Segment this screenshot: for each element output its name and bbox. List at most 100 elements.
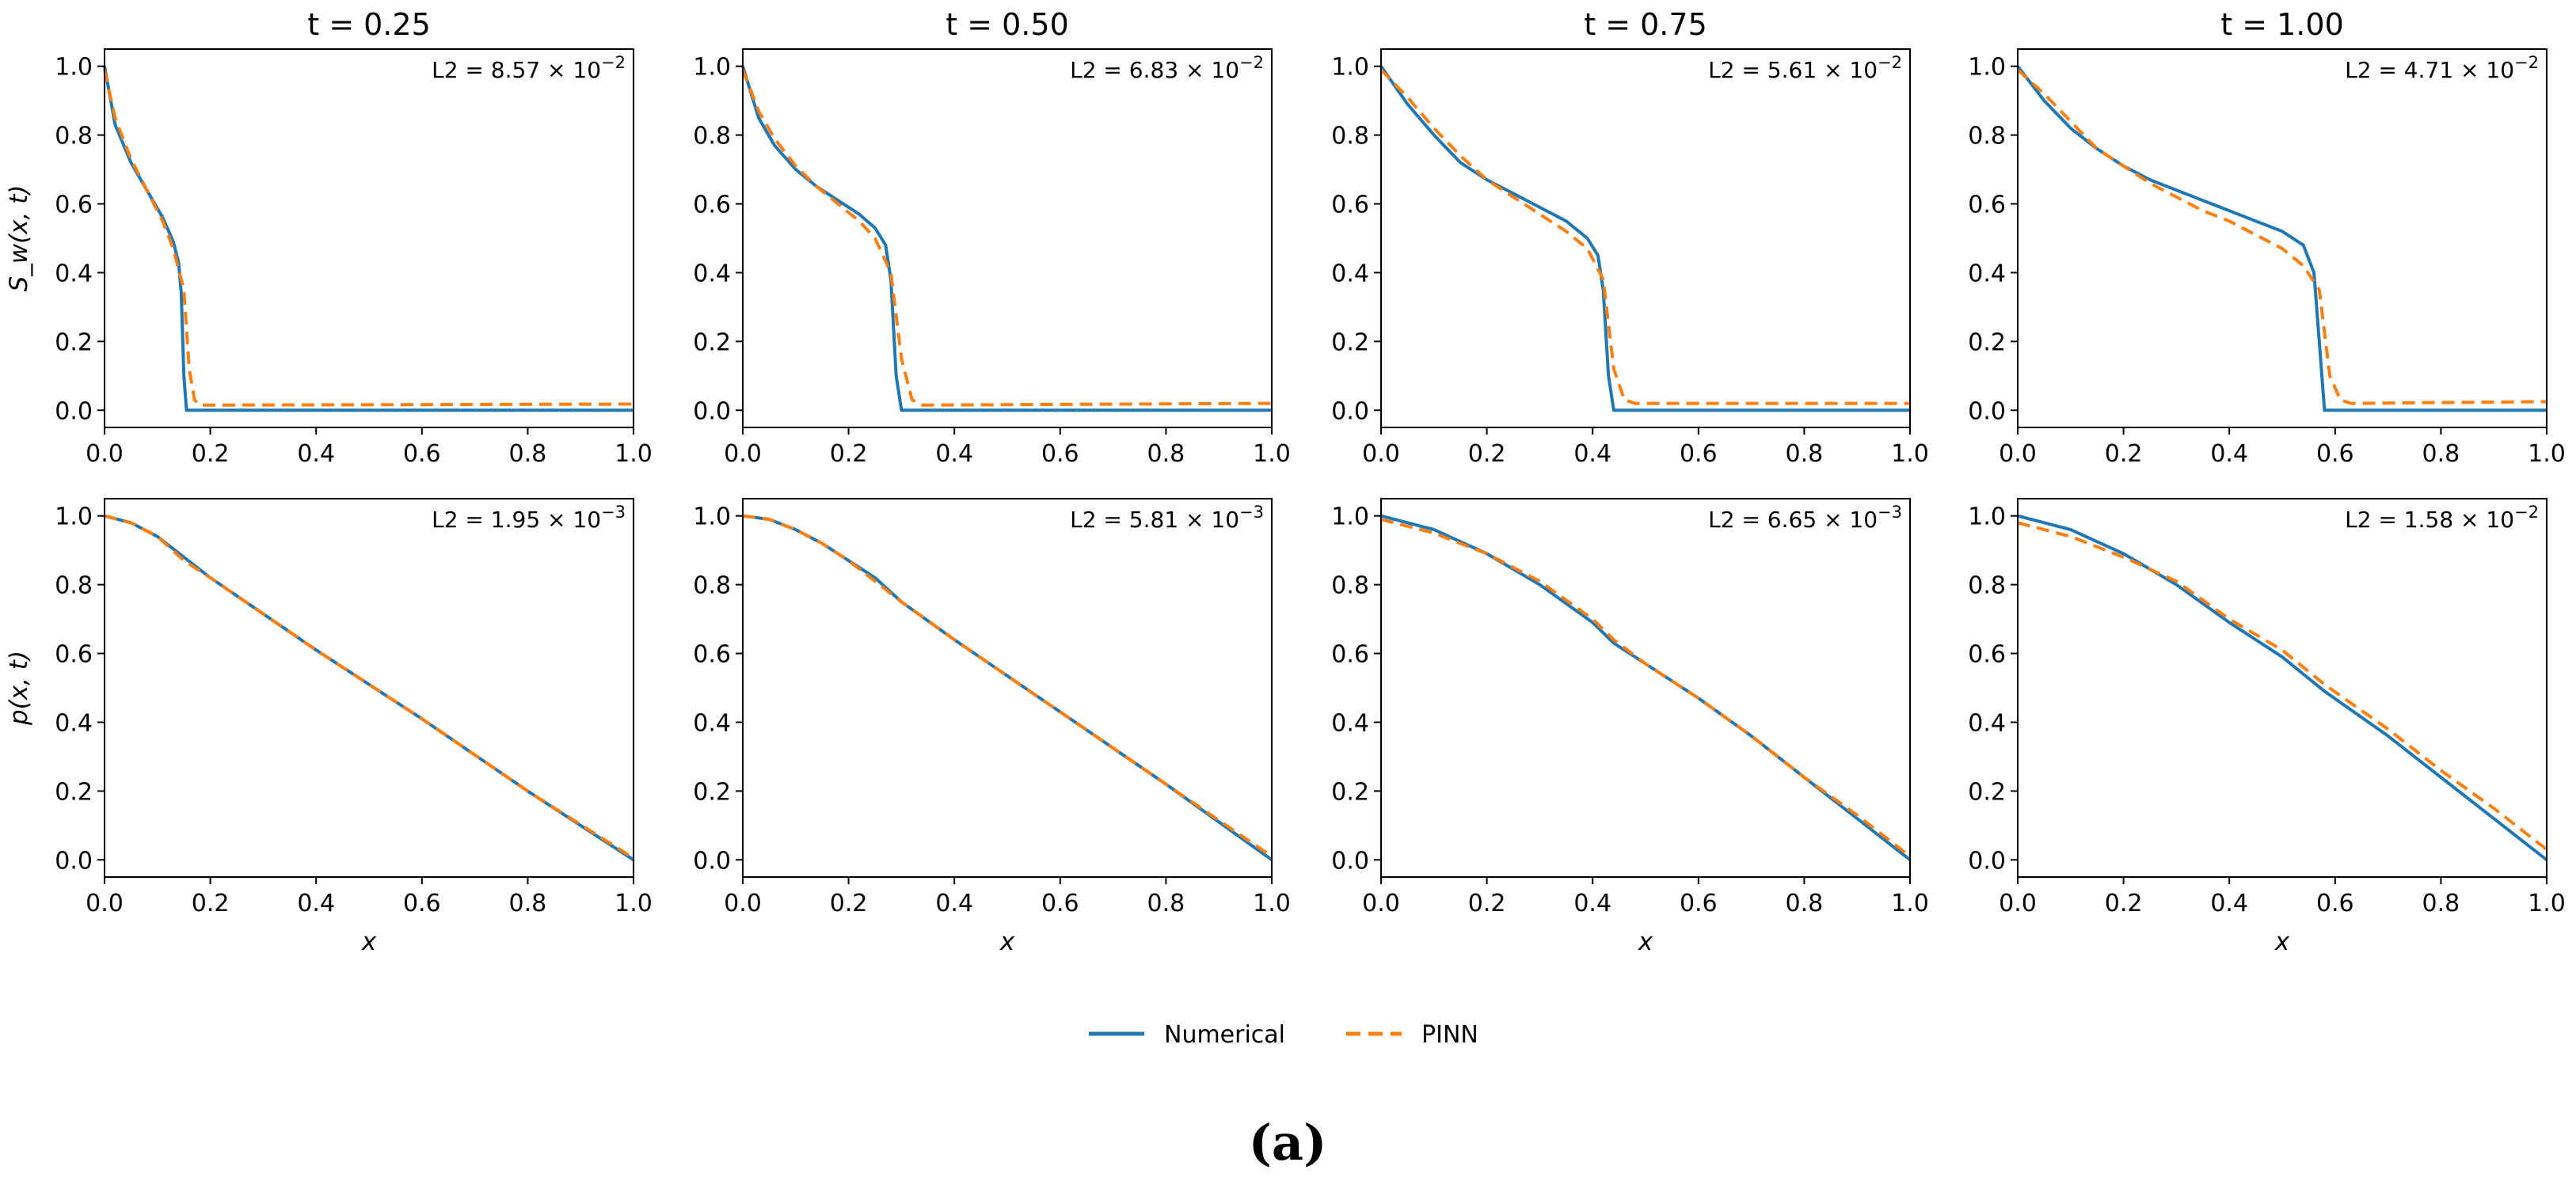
series-line-numerical (2016, 65, 2547, 412)
y-tick-label: 1.0 (1331, 54, 1369, 82)
y-tick-label: 0.4 (1968, 709, 2006, 737)
series-line-numerical (742, 514, 1273, 861)
y-tick-label: 0.8 (55, 123, 93, 150)
panel-title: t = 0.25 (307, 7, 431, 42)
l2-error-label: L2 = 6.65 × 10−3 (1708, 503, 1902, 533)
x-tick-label: 0.0 (1362, 890, 1400, 917)
y-tick-label: 0.0 (693, 397, 731, 425)
x-tick-label: 1.0 (1253, 440, 1291, 468)
x-tick-label: 0.4 (1573, 440, 1611, 468)
y-tick-label: 1.0 (1968, 503, 2006, 531)
x-tick-label: 0.2 (830, 890, 868, 917)
y-tick-label: 1.0 (693, 503, 731, 531)
y-tick-label: 0.0 (1968, 397, 2006, 425)
axes-frame (2017, 498, 2547, 878)
y-tick-label: 1.0 (693, 54, 731, 82)
x-tick-label: 1.0 (1253, 890, 1291, 917)
series-line-pinn (2016, 68, 2547, 405)
x-tick-label: 0.2 (1468, 890, 1506, 917)
x-tick-label: 0.0 (86, 890, 124, 917)
panel-5: 0.0 0.2 0.4 0.6 0.8 1.0 0.0 0.2 0.4 0.6 0.8 1.0 p(x,… (5, 498, 653, 956)
x-tick-label: 0.6 (403, 890, 441, 917)
series-line-numerical (1380, 514, 1912, 861)
x-tick-label: 0.4 (1573, 890, 1611, 917)
x-tick-label: 0.0 (1362, 440, 1400, 468)
x-tick-label: 1.0 (2528, 440, 2566, 468)
axes-frame (742, 48, 1273, 428)
y-tick-label: 0.0 (1968, 847, 2006, 875)
legend-label-numerical: Numerical (1164, 1021, 1285, 1049)
chart-grid: 0.0 0.2 0.4 0.6 0.8 1.0 0.0 0.2 0.4 0.6 0.8 1.0 t = … (5, 7, 2566, 956)
panel-6: 0.0 0.2 0.4 0.6 0.8 1.0 0.0 0.2 0.4 0.6 0.8 1.0 x L2 … (693, 498, 1291, 956)
x-tick-label: 0.2 (192, 440, 230, 468)
y-tick-label: 0.6 (1968, 192, 2006, 219)
x-tick-label: 0.6 (2316, 890, 2354, 917)
y-tick-label: 0.0 (1331, 847, 1369, 875)
l2-error-label: L2 = 1.95 × 10−3 (432, 503, 626, 533)
y-tick-label: 0.8 (693, 123, 731, 150)
y-tick-label: 1.0 (55, 503, 93, 531)
x-tick-label: 0.0 (1999, 890, 2037, 917)
y-tick-label: 0.4 (55, 260, 93, 287)
y-tick-label: 0.8 (55, 572, 93, 600)
panel-title: t = 0.75 (1584, 7, 1707, 42)
y-tick-label: 0.2 (693, 328, 731, 356)
x-tick-label: 0.6 (403, 440, 441, 468)
y-tick-label: 0.8 (693, 572, 731, 600)
y-tick-label: 0.4 (1968, 260, 2006, 287)
y-tick-label: 0.4 (55, 709, 93, 737)
panel-title: t = 1.00 (2220, 7, 2344, 42)
x-tick-label: 1.0 (1891, 890, 1929, 917)
x-tick-label: 0.2 (2105, 440, 2143, 468)
x-axis-label: x (361, 928, 377, 956)
x-tick-label: 0.8 (509, 440, 547, 468)
legend: Numerical PINN (1089, 1021, 1478, 1049)
figure-caption: (a) (1249, 1114, 1327, 1172)
y-tick-label: 0.0 (55, 397, 93, 425)
y-tick-label: 0.2 (1331, 778, 1369, 806)
x-tick-label: 0.8 (2422, 890, 2460, 917)
axes-frame (104, 498, 634, 878)
x-tick-label: 0.6 (1041, 440, 1079, 468)
x-tick-label: 1.0 (2528, 890, 2566, 917)
x-tick-label: 0.0 (724, 890, 762, 917)
panel-2: 0.0 0.2 0.4 0.6 0.8 1.0 0.0 0.2 0.4 0.6 0.8 1.0 t = … (693, 7, 1291, 468)
x-tick-label: 0.8 (1147, 890, 1185, 917)
y-tick-label: 0.0 (693, 847, 731, 875)
y-tick-label: 0.4 (693, 709, 731, 737)
x-tick-label: 0.4 (935, 890, 973, 917)
y-tick-label: 0.6 (1331, 641, 1369, 669)
x-tick-label: 0.0 (724, 440, 762, 468)
y-tick-label: 0.6 (55, 641, 93, 669)
x-tick-label: 0.2 (1468, 440, 1506, 468)
x-tick-label: 0.4 (297, 440, 335, 468)
x-tick-label: 1.0 (1891, 440, 1929, 468)
l2-error-label: L2 = 5.81 × 10−3 (1070, 503, 1264, 533)
panel-8: 0.0 0.2 0.4 0.6 0.8 1.0 0.0 0.2 0.4 0.6 0.8 1.0 x L2 … (1968, 498, 2566, 956)
x-tick-label: 0.8 (509, 890, 547, 917)
l2-error-label: L2 = 4.71 × 10−2 (2345, 53, 2539, 83)
x-tick-label: 0.4 (935, 440, 973, 468)
panel-title: t = 0.50 (946, 7, 1069, 42)
x-axis-label: x (1638, 928, 1653, 956)
series-line-numerical (2017, 514, 2548, 861)
x-axis-label: x (2274, 928, 2290, 956)
y-tick-label: 0.8 (1968, 123, 2006, 150)
series-line-pinn (1380, 518, 1912, 858)
x-tick-label: 0.0 (1999, 440, 2037, 468)
x-tick-label: 0.8 (1786, 440, 1824, 468)
y-tick-label: 0.2 (1968, 778, 2006, 806)
series-line-pinn (104, 514, 635, 860)
legend-label-pinn: PINN (1421, 1021, 1478, 1049)
y-tick-label: 0.6 (55, 192, 93, 219)
series-line-pinn (742, 514, 1273, 858)
panel-4: 0.0 0.2 0.4 0.6 0.8 1.0 0.0 0.2 0.4 0.6 0.8 1.0 t = … (1968, 7, 2566, 468)
x-tick-label: 0.2 (192, 890, 230, 917)
series-line-pinn (103, 69, 634, 407)
l2-error-label: L2 = 6.83 × 10−2 (1070, 53, 1264, 83)
y-tick-label: 0.2 (1968, 328, 2006, 356)
x-tick-label: 0.8 (2422, 440, 2460, 468)
y-tick-label: 0.2 (1331, 328, 1369, 356)
y-tick-label: 1.0 (55, 54, 93, 82)
